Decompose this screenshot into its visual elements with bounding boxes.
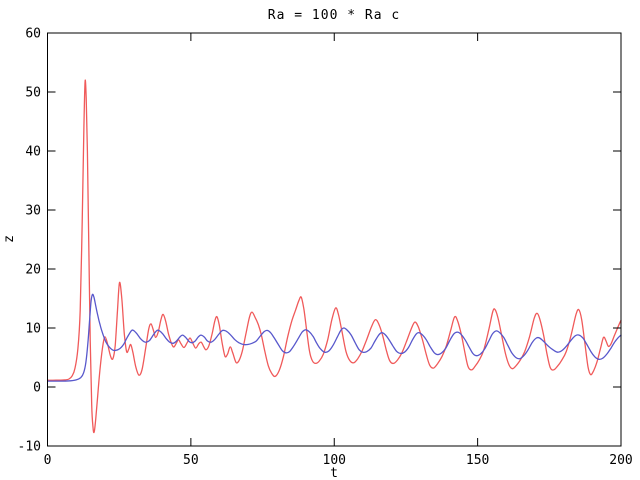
x-tick-label: 150 [466,453,489,468]
tick-marks-group [47,32,622,447]
y-tick-label: 50 [25,86,41,101]
x-axis-label: t [330,466,338,480]
y-tick-label: 40 [25,145,41,160]
y-tick-label: 10 [25,322,41,337]
y-tick-label: 0 [33,381,41,396]
y-tick-label: 60 [25,27,41,42]
plot-border [47,32,622,447]
series-group [47,79,622,434]
y-tick-label: 30 [25,204,41,219]
x-tick-label: 0 [44,453,52,468]
x-tick-label: 200 [609,453,632,468]
x-tick-label: 50 [183,453,199,468]
y-tick-label: 20 [25,263,41,278]
x-tick-label: 100 [323,453,346,468]
y-tick-label: -10 [18,440,41,455]
blue-line-path [47,293,622,382]
y-axis-label: z [2,235,17,243]
chart-title: Ra = 100 * Ra c [268,8,400,23]
red-line-path [47,79,622,434]
